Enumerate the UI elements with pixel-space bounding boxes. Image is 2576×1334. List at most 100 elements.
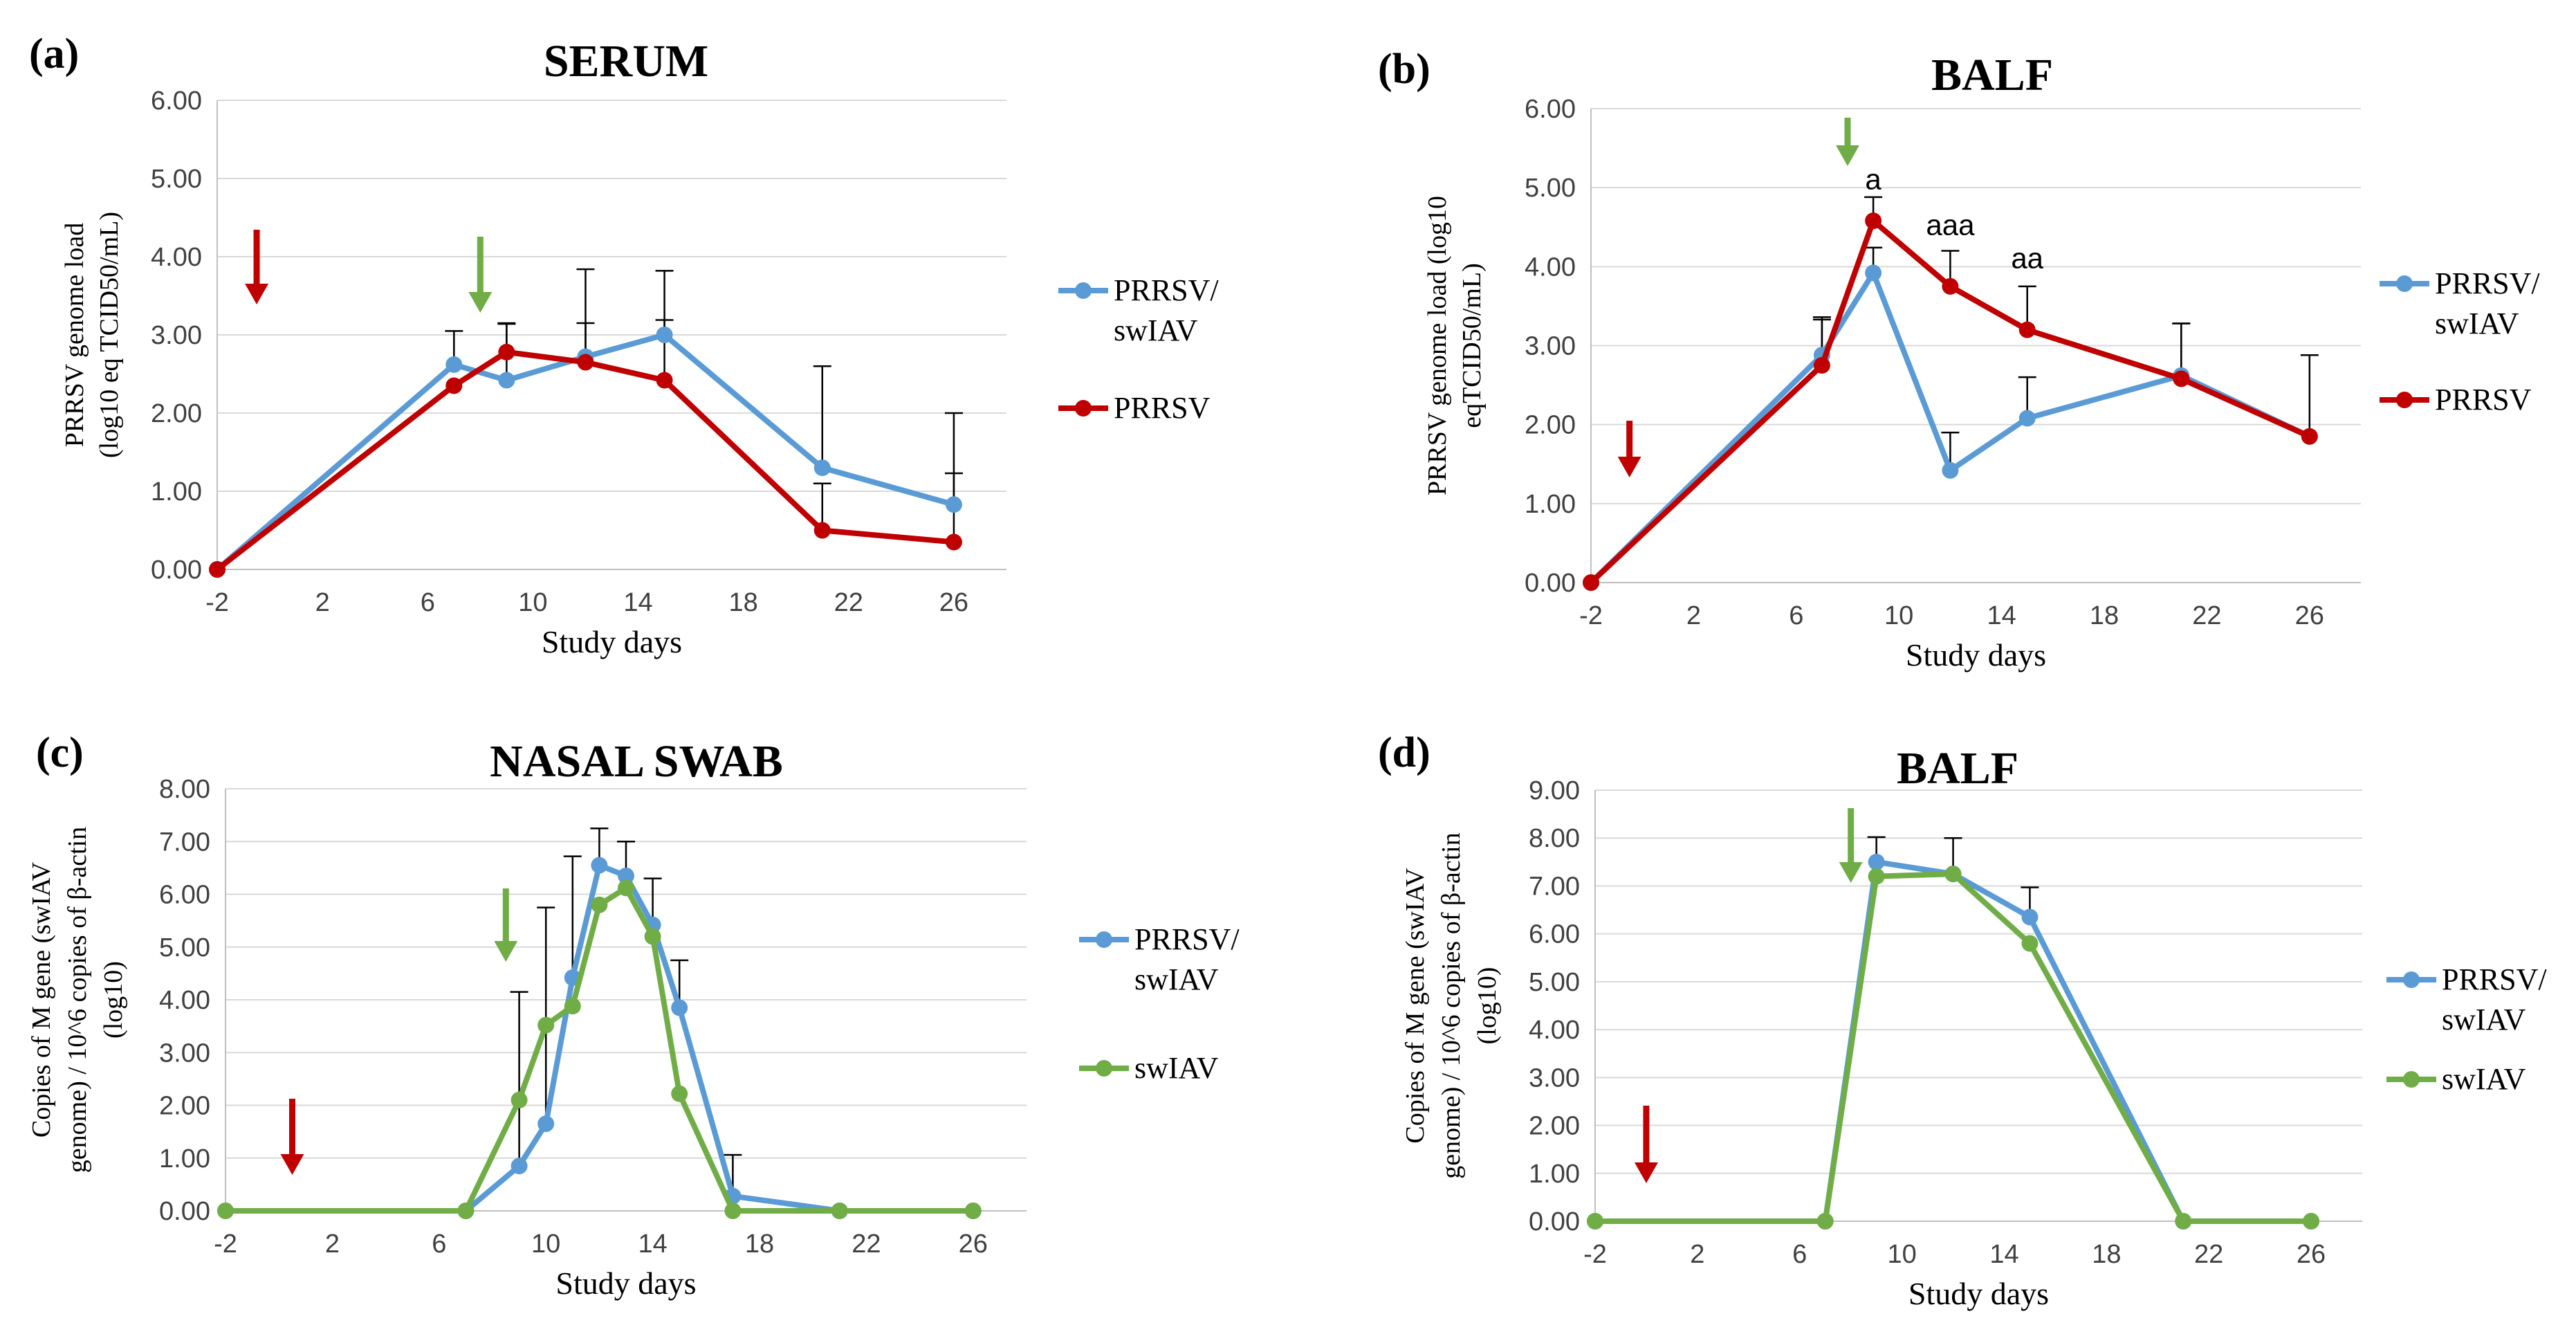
y-tick-label: 1.00 [159,1144,210,1173]
legend-swatch-marker [1096,1060,1112,1077]
data-point [671,999,688,1016]
x-tick-label: 6 [1792,1240,1807,1269]
x-tick-label: 6 [421,588,435,617]
legend-label: PRRSV/ [1134,922,1240,956]
chart-title: BALF [1931,50,2053,100]
data-point [2173,370,2190,387]
y-tick-label: 1.00 [1525,490,1576,519]
legend-label: PRRSV/ [1114,273,1219,307]
x-tick-label: -2 [1583,1240,1607,1269]
data-point [445,356,463,373]
x-tick-label: 6 [432,1230,446,1259]
data-point [1868,853,1885,870]
data-point [564,998,581,1015]
legend-swatch-marker [2396,392,2413,408]
x-tick-label: 2 [1690,1240,1704,1269]
data-point [1868,868,1885,885]
chart-panel: (d) BALF 0.00 1.00 2.00 3.00 4.00 5.00 6.00 7.00 8… [1378,729,2547,1311]
data-point [813,459,831,477]
legend-swatch-marker [1075,282,1092,299]
panel-label: (b) [1378,46,1430,93]
y-tick-label: 8.00 [1529,824,1580,853]
data-point [964,1203,982,1219]
panel-label: (a) [29,30,79,77]
x-tick-label: 2 [315,588,330,617]
data-point [537,1115,555,1133]
x-axis-label: Study days [555,1266,696,1301]
data-point [1865,212,1882,230]
y-tick-label: 4.00 [1529,1016,1580,1045]
legend-label: swIAV [2442,1062,2526,1096]
legend-label: swIAV [2435,307,2519,340]
x-tick-label: 18 [2092,1240,2121,1269]
y-tick-label: 0.00 [151,556,202,585]
red-arrow-head [1634,1162,1658,1183]
legend-label: swIAV [2442,1003,2526,1036]
y-axis-label-line: eqTCID50/mL) [1457,263,1487,428]
green-arrow-head [494,941,518,962]
data-point [1942,462,1959,479]
x-tick-label: 18 [745,1230,774,1259]
x-tick-label: -2 [214,1230,237,1259]
data-point [591,896,608,913]
y-tick-label: 2.00 [159,1092,210,1121]
x-tick-label: 10 [518,588,547,617]
data-point [2018,410,2036,427]
data-point [457,1203,475,1219]
y-axis-label-line: Copies of M gene (swIAV [27,861,56,1137]
y-axis-label-line: genome) / 10^6 copies of β-actin [63,827,92,1173]
x-tick-label: 22 [2192,601,2221,630]
x-tick-label: -2 [205,588,229,617]
data-point [1816,1213,1834,1230]
y-tick-label: 5.00 [1525,174,1576,203]
y-axis-label-line: genome) / 10^6 copies of β-actin [1437,832,1466,1178]
data-point [510,1091,528,1108]
significance-annotation: aa [2011,242,2043,275]
y-tick-label: 5.00 [151,165,202,194]
y-tick-label: 7.00 [159,828,210,857]
x-tick-label: 26 [959,1230,988,1259]
x-tick-label: 2 [325,1230,340,1259]
red-arrow-head [1617,457,1641,477]
data-point [1944,866,1962,883]
green-arrow-head [1836,145,1859,166]
legend-swatch-marker [2403,1071,2420,1088]
y-tick-label: 5.00 [159,933,210,962]
x-tick-label: 6 [1789,601,1803,630]
significance-annotation: a [1865,163,1882,195]
data-point [945,533,962,551]
y-tick-label: 4.00 [1525,253,1576,282]
red-arrow-head [245,284,269,304]
data-point [2303,1213,2320,1230]
chart-title: BALF [1897,743,2018,794]
data-point [2021,935,2039,952]
legend-swatch-marker [2403,971,2420,988]
data-point [591,857,608,874]
series-line [226,862,973,1214]
series-line [1595,871,2312,1224]
y-tick-label: 1.00 [151,477,202,506]
x-tick-label: 18 [729,588,758,617]
x-axis-label: Study days [542,624,682,659]
data-point [445,377,463,394]
y-tick-label: 2.00 [151,399,202,428]
data-point [577,354,594,371]
data-point [510,1158,528,1175]
y-tick-label: 6.00 [1525,95,1576,124]
data-point [2018,321,2036,338]
x-tick-label: 14 [1989,1240,2018,1269]
y-axis-label-line: (log10 eq TCID50/mL) [95,212,124,458]
data-point [537,1016,555,1034]
x-tick-label: 2 [1686,601,1701,630]
legend-label: swIAV [1114,313,1198,347]
data-point [813,522,831,539]
y-tick-label: 6.00 [159,881,210,910]
y-tick-label: 4.00 [151,243,202,272]
y-tick-label: 2.00 [1525,411,1576,440]
red-arrow-head [280,1154,304,1175]
x-tick-label: 18 [2090,601,2119,630]
data-point [724,1203,742,1219]
y-axis-label-line: (log10) [99,961,128,1039]
